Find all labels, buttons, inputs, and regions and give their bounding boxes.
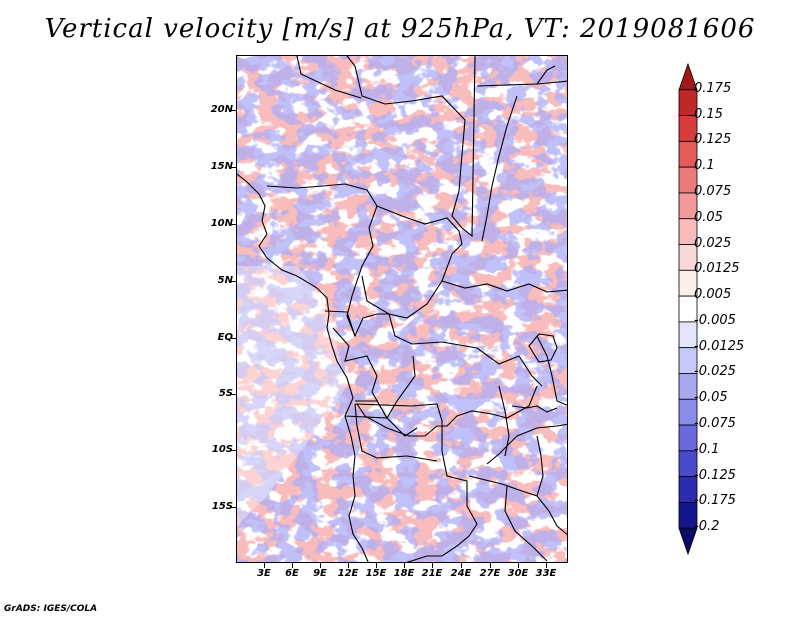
lon-tick [404,563,405,568]
lon-label: 15E [365,568,387,579]
lon-tick [264,563,265,568]
colorbar-label: 0.075 [694,183,732,199]
border-line [355,400,388,419]
border-line [344,355,416,419]
ocean-region [237,266,347,526]
lat-tick [230,394,236,395]
lat-tick [230,224,236,225]
boundaries [237,56,567,562]
lon-tick [376,563,377,568]
lon-tick [490,563,491,568]
lat-tick [230,507,236,508]
chart-title: Vertical velocity [m/s] at 925hPa, VT: 2… [44,14,756,44]
lat-label: 5S [218,388,233,399]
lake-victoria [528,333,558,363]
border-line [536,65,556,85]
colorbar-label: -0.075 [694,416,736,432]
lon-tick [518,563,519,568]
colorbar-label: 0.0125 [694,261,740,277]
border-line [511,405,558,413]
colorbar-label: 0.125 [694,132,732,148]
lat-label: EQ [217,332,233,343]
lat-label: 10N [210,218,233,229]
lat-tick [230,338,236,339]
colorbar-label: -0.2 [694,519,720,535]
lake-malawi [536,435,544,497]
lat-label: 15S [211,501,233,512]
colorbar-label: -0.05 [694,390,728,406]
colorbar-label: -0.175 [694,493,736,509]
downward-motion-layer [237,56,567,562]
lon-label: 33E [535,568,557,579]
lon-label: 9E [313,568,327,579]
colorbar-label: 0.175 [694,80,732,96]
colorbar-label: -0.0125 [694,338,745,354]
border-line [481,95,518,242]
lat-tick [230,110,236,111]
coastline [237,173,369,562]
lat-tick [230,450,236,451]
lat-label: 10S [211,444,233,455]
border-line [388,313,543,387]
colorbar-label: -0.005 [694,312,736,328]
border-line [354,403,478,562]
lon-label: 30E [507,568,529,579]
border-line [332,327,378,393]
footer-credit: GrADS: IGES/COLA [4,604,98,614]
lon-label: 18E [393,568,415,579]
border-line [266,183,378,337]
colorbar-label: 0.15 [694,106,723,122]
colorbar-label: -0.125 [694,467,736,483]
velocity-field [237,56,567,562]
border-line [536,335,567,406]
map-panel [236,55,568,563]
lat-label: 15N [210,161,233,172]
lon-label: 21E [421,568,443,579]
border-line [486,423,567,465]
colorbar-label: 0.05 [694,209,723,225]
lat-label: 20N [210,104,233,115]
lon-tick [461,563,462,568]
lon-label: 12E [337,568,359,579]
colorbar-label: -0.025 [694,364,736,380]
border-line [504,485,548,562]
lon-tick [348,563,349,568]
lat-label: 5N [217,275,233,286]
border-line [324,310,389,338]
colorbar-label: 0.005 [694,287,732,303]
lon-label: 6E [285,568,299,579]
lon-tick [546,563,547,568]
lon-tick [292,563,293,568]
colorbar [678,62,698,556]
border-line [356,385,538,437]
colorbar-label: -0.1 [694,441,720,457]
lat-tick [230,281,236,282]
colorbar-label: 0.025 [694,235,732,251]
lat-tick [230,167,236,168]
lon-label: 24E [450,568,472,579]
colorbar-label: 0.1 [694,158,715,174]
lon-label: 3E [257,568,271,579]
border-line [296,56,362,99]
colorbar-swatch [678,527,698,556]
border-line [441,280,567,293]
lon-tick [432,563,433,568]
lake-tanganyika [498,385,510,457]
border-line [346,56,476,238]
border-line [354,403,438,462]
lon-tick [320,563,321,568]
lon-label: 27E [479,568,501,579]
